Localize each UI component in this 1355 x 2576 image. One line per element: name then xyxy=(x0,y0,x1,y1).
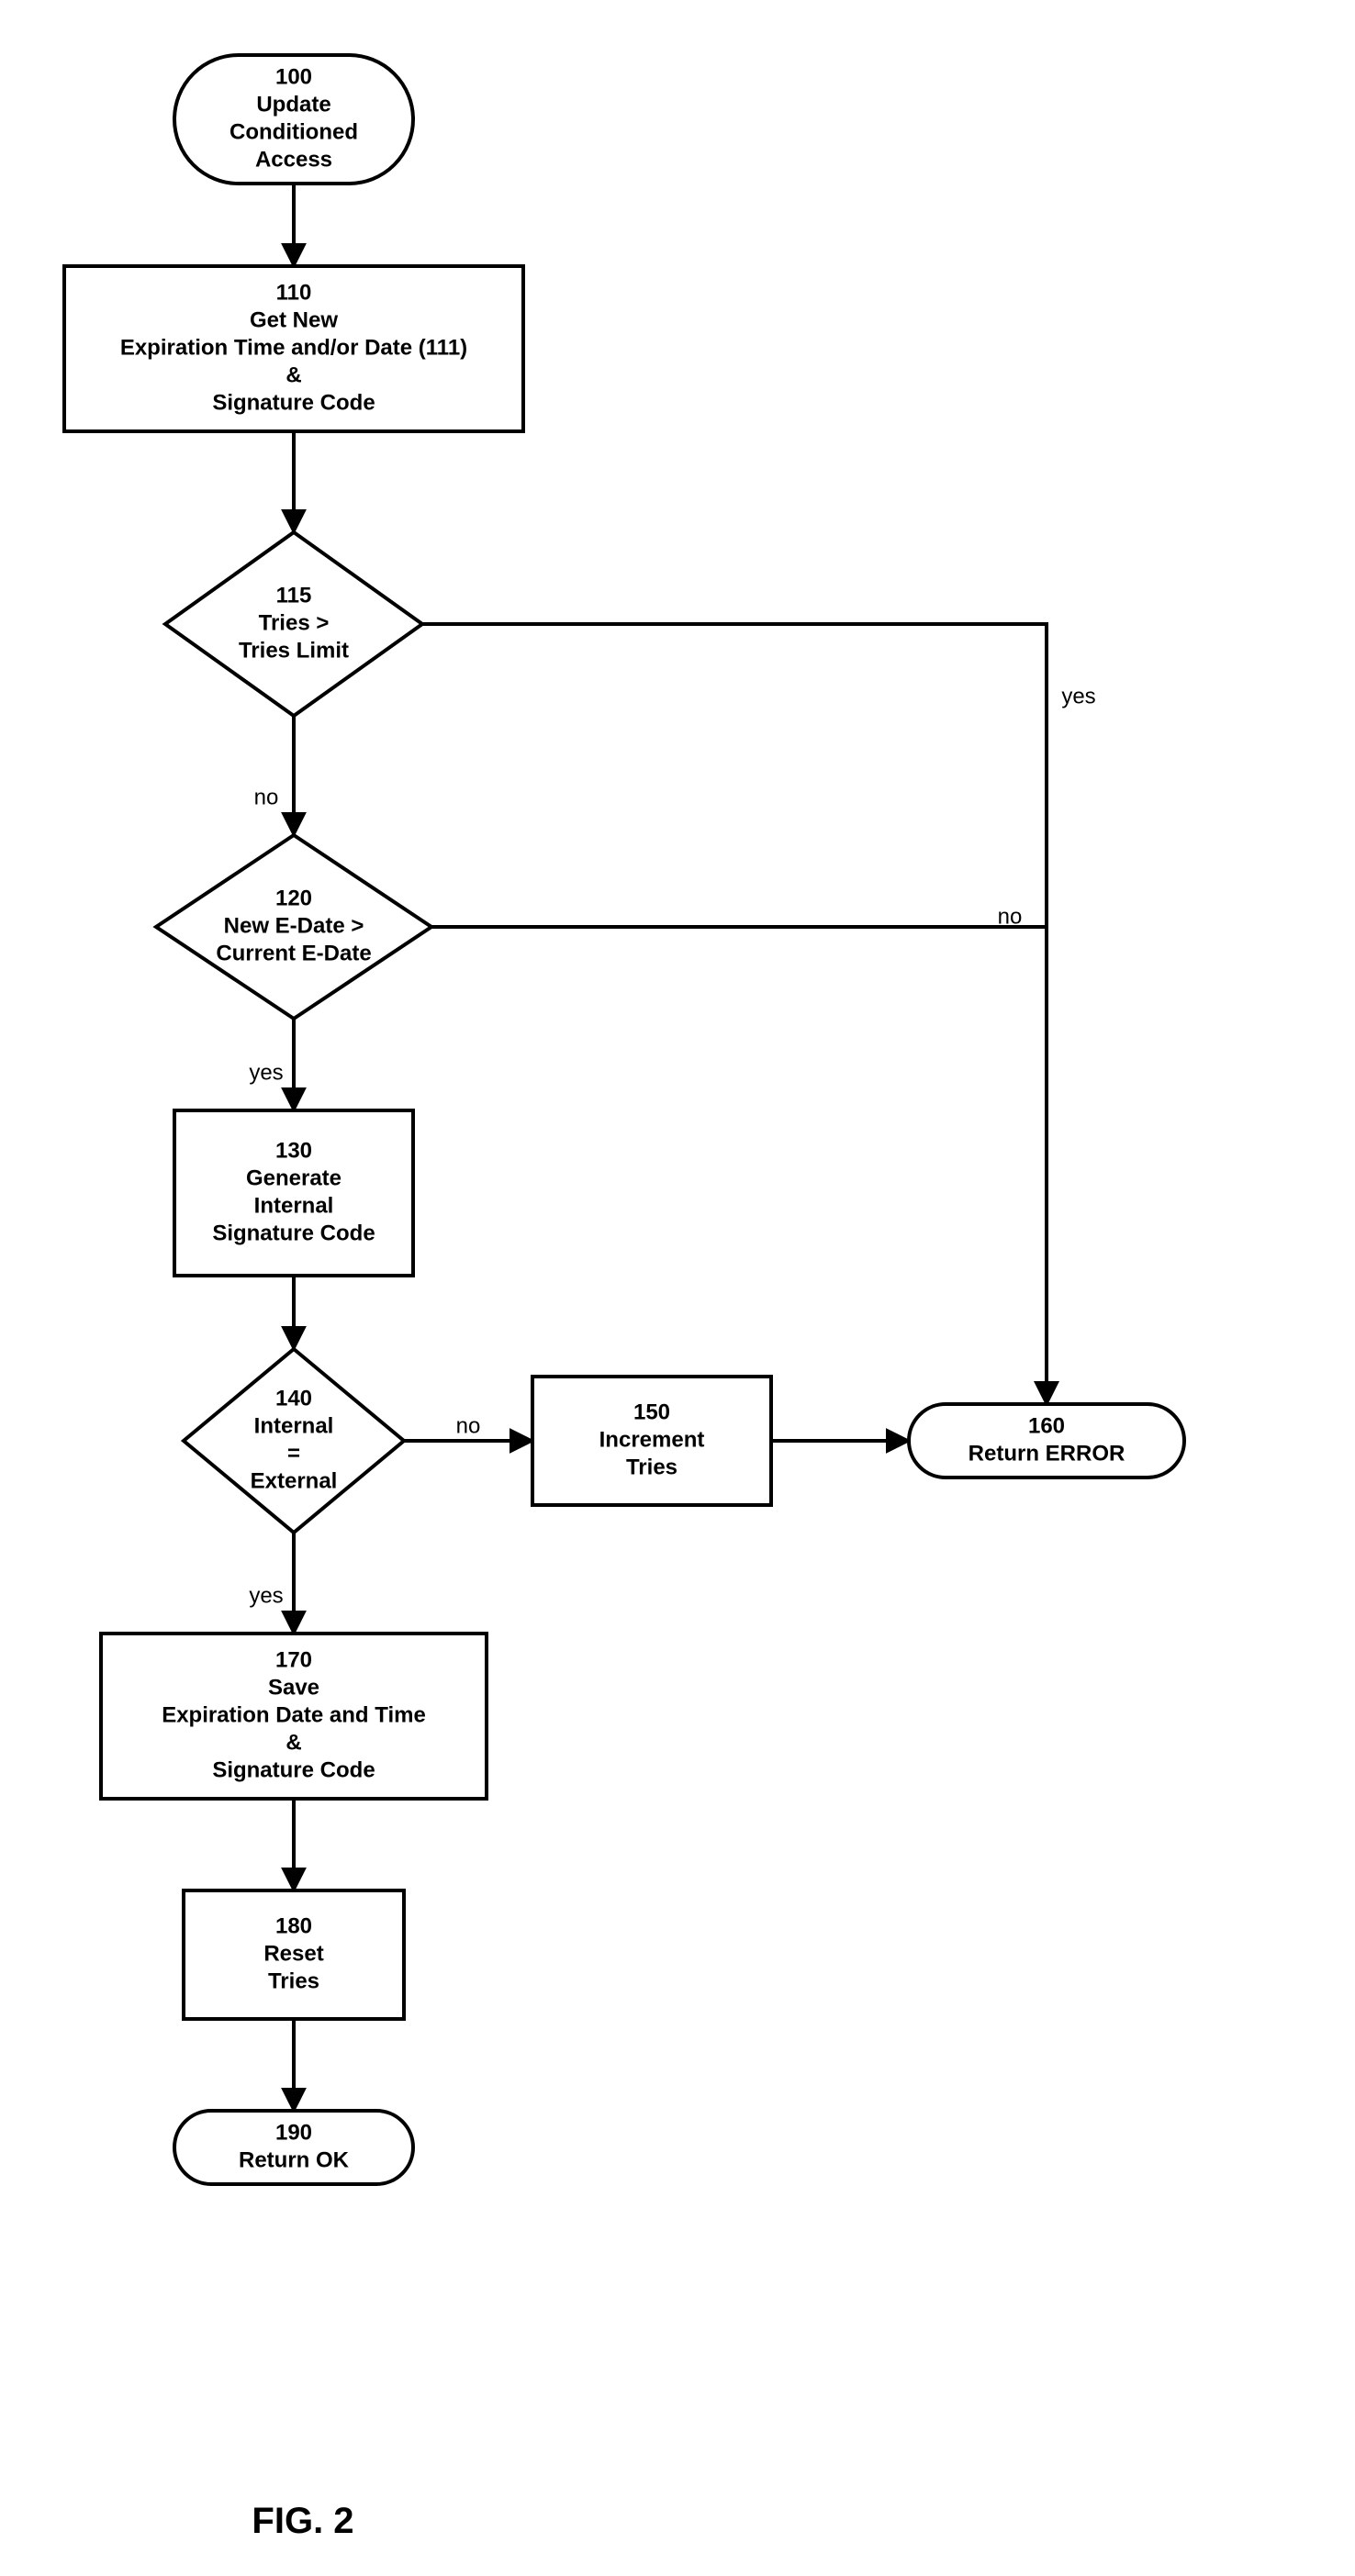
edge-e120-160 xyxy=(431,927,1047,1404)
node-text-n190-line1: Return OK xyxy=(239,2147,350,2172)
node-text-n180-line1: Reset xyxy=(263,1941,323,1966)
edge-label-e115-160: yes xyxy=(1061,684,1095,708)
node-text-n100-line1: Update xyxy=(256,92,330,117)
node-n180: 180 ResetTries xyxy=(184,1890,404,2019)
edge-label-e120-130: yes xyxy=(249,1060,283,1085)
node-text-n150-line0: 150 xyxy=(633,1400,670,1424)
node-n130: 130Generate Internal Signature Code xyxy=(174,1110,413,1276)
node-n190: 190Return OK xyxy=(174,2111,413,2184)
figure-label: FIG. 2 xyxy=(252,2501,353,2541)
node-text-n120-line0: 120 xyxy=(275,886,312,910)
edge-label-e140-150: no xyxy=(456,1413,481,1438)
edge-label-e120-160: no xyxy=(998,904,1023,929)
node-text-n110-line2: Expiration Time and/or Date (111) xyxy=(120,335,467,360)
node-text-n100-line0: 100 xyxy=(275,64,312,89)
node-n150: 150 Increment Tries xyxy=(532,1377,771,1505)
node-text-n100-line3: Access xyxy=(255,147,332,172)
edge-label-e140-170: yes xyxy=(249,1583,283,1608)
node-text-n180-line0: 180 xyxy=(275,1913,312,1938)
node-text-n110-line1: Get New xyxy=(250,307,338,332)
node-text-n110-line0: 110 xyxy=(276,280,312,305)
edge-e115-160 xyxy=(422,624,1047,1404)
node-text-n170-line0: 170 xyxy=(275,1647,312,1672)
node-text-n160-line1: Return ERROR xyxy=(969,1441,1125,1466)
node-text-n130-line2: Internal xyxy=(254,1193,334,1218)
node-text-n130-line0: 130 xyxy=(275,1138,312,1163)
node-n115: 115Tries > Tries Limit xyxy=(165,532,422,716)
node-n100: 100 UpdateConditioned Access xyxy=(174,55,413,184)
node-text-n120-line2: Current E-Date xyxy=(216,941,371,965)
node-text-n180-line2: Tries xyxy=(268,1968,319,1993)
node-text-n150-line1: Increment xyxy=(599,1427,705,1452)
node-text-n170-line2: Expiration Date and Time xyxy=(162,1702,426,1727)
node-text-n110-line3: & xyxy=(286,362,301,387)
node-text-n115-line2: Tries Limit xyxy=(239,638,349,663)
node-text-n130-line1: Generate xyxy=(246,1165,342,1190)
node-text-n115-line1: Tries > xyxy=(259,610,330,635)
node-text-n140-line0: 140 xyxy=(275,1386,312,1411)
node-n110: 110Get New Expiration Time and/or Date (1… xyxy=(64,266,523,431)
node-text-n110-line4: Signature Code xyxy=(212,390,375,415)
edge-label-e115-120: no xyxy=(254,785,279,809)
flowchart-svg: no yes yes no no yes 100 UpdateConditioned Acces… xyxy=(0,0,1355,2576)
node-text-n150-line2: Tries xyxy=(626,1455,678,1479)
node-text-n120-line1: New E-Date > xyxy=(224,913,364,938)
node-text-n100-line2: Conditioned xyxy=(230,119,358,144)
node-text-n140-line2: = xyxy=(287,1441,300,1466)
node-text-n170-line1: Save xyxy=(268,1675,319,1700)
node-text-n160-line0: 160 xyxy=(1028,1413,1065,1438)
node-text-n190-line0: 190 xyxy=(275,2120,312,2145)
node-text-n170-line3: & xyxy=(286,1730,301,1755)
node-text-n140-line3: External xyxy=(251,1468,338,1493)
node-text-n130-line3: Signature Code xyxy=(212,1221,375,1245)
node-text-n115-line0: 115 xyxy=(276,583,312,608)
node-n120: 120 New E-Date > Current E-Date xyxy=(156,835,431,1019)
node-text-n140-line1: Internal xyxy=(254,1413,334,1438)
node-n140: 140Internal =External xyxy=(184,1349,404,1533)
node-text-n170-line4: Signature Code xyxy=(212,1757,375,1782)
node-n170: 170 SaveExpiration Date and Time &Signatur… xyxy=(101,1634,487,1799)
node-n160: 160 Return ERROR xyxy=(909,1404,1184,1478)
